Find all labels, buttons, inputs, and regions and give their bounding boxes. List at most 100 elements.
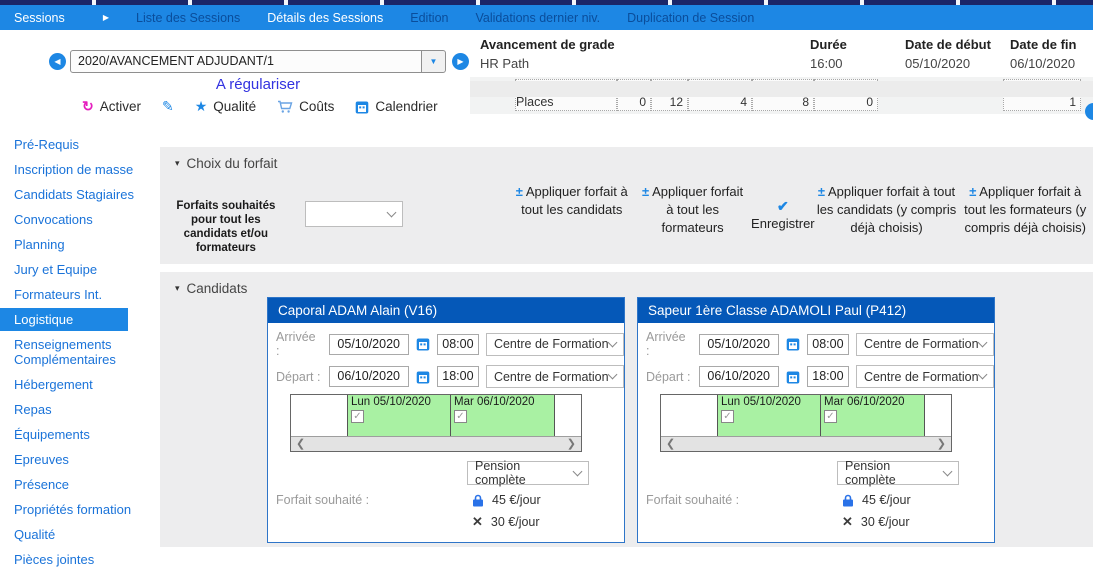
- scroll-right-icon[interactable]: ❯: [566, 437, 576, 450]
- apply-forfait-candidats-button[interactable]: ± Appliquer forfait à tout les candidats: [515, 184, 628, 217]
- datepicker-icon[interactable]: [786, 370, 800, 384]
- formation-title: Avancement de grade: [480, 37, 615, 52]
- candidats-section-header[interactable]: ▾ Candidats: [175, 281, 247, 296]
- sidebar-item-repas[interactable]: Repas: [14, 402, 52, 417]
- sidebar-item-logistique[interactable]: Logistique: [0, 308, 128, 331]
- duree-label: Durée: [810, 37, 847, 52]
- apply-forfait-formateurs-button[interactable]: ± Appliquer forfait à tout les formateur…: [642, 184, 744, 235]
- star-icon: ★: [194, 98, 208, 114]
- enregistrer-button[interactable]: ✔ Enregistrer: [751, 198, 815, 231]
- panel-footer-strip: [470, 81, 1093, 97]
- calendar-scrollbar[interactable]: ❮ ❯: [661, 436, 951, 451]
- apply-forfait-candidats-incl-button[interactable]: ± Appliquer forfait à tout les candidats…: [816, 184, 957, 235]
- sidebar-item-planning[interactable]: Planning: [14, 237, 65, 252]
- chevron-down-icon: [607, 337, 618, 347]
- scroll-left-icon[interactable]: ❮: [666, 437, 676, 450]
- forfait-global-select[interactable]: [304, 201, 404, 227]
- scroll-left-icon[interactable]: ❮: [296, 437, 306, 450]
- previous-session-button[interactable]: ◀: [49, 53, 66, 70]
- apply-icon: ±: [642, 184, 650, 199]
- arrivee-lieu-select[interactable]: Centre de Formation: [485, 332, 624, 356]
- depart-date-field[interactable]: 06/10/2020: [698, 366, 779, 387]
- arrivee-date-field[interactable]: 05/10/2020: [698, 333, 779, 355]
- forfait-section-header[interactable]: ▾ Choix du forfait: [175, 156, 277, 171]
- couts-button[interactable]: Coûts: [277, 99, 334, 114]
- day-checkbox[interactable]: ✓: [721, 410, 734, 423]
- calendrier-label: Calendrier: [375, 99, 438, 114]
- sidebar-item-renseignements-complementaires[interactable]: Renseignements Complémentaires: [14, 337, 116, 367]
- day-checkbox[interactable]: ✓: [824, 410, 837, 423]
- calendrier-button[interactable]: Calendrier: [355, 99, 438, 114]
- sidebar-item-epreuves[interactable]: Epreuves: [14, 452, 69, 467]
- arrivee-time-field[interactable]: 08:00: [806, 333, 849, 355]
- sidebar-item-jury-et-equipe[interactable]: Jury et Equipe: [14, 262, 98, 277]
- menu-details-des-sessions[interactable]: Détails des Sessions: [267, 10, 384, 25]
- depart-time-field[interactable]: 18:00: [806, 366, 849, 387]
- candidats-section: ▾ Candidats Caporal ADAM Alain (V16) Arr…: [160, 272, 1093, 547]
- sidebar-item-hebergement[interactable]: Hébergement: [14, 377, 93, 392]
- edge-info-button[interactable]: [1085, 103, 1093, 120]
- back-icon: ◀: [54, 57, 61, 66]
- formation-subtitle: HR Path: [480, 56, 530, 71]
- depart-time-field[interactable]: 18:00: [436, 366, 479, 387]
- days-calendar: Lun 05/10/2020 ✓ Mar 06/10/2020 ✓ ❮ ❯: [290, 394, 582, 452]
- qualite-button[interactable]: ★ Qualité: [195, 98, 256, 115]
- arrivee-date-field[interactable]: 05/10/2020: [328, 333, 409, 355]
- depart-date-field[interactable]: 06/10/2020: [328, 366, 409, 387]
- scroll-right-icon[interactable]: ❯: [936, 437, 946, 450]
- sidebar-item-qualite[interactable]: Qualité: [14, 527, 56, 542]
- candidate-card: Sapeur 1ère Classe ADAMOLI Paul (P412) A…: [637, 297, 995, 543]
- menu-sessions[interactable]: Sessions ▶: [14, 11, 109, 25]
- collapse-caret-icon: ▾: [175, 283, 180, 293]
- sidebar-item-candidats-stagiaires[interactable]: Candidats Stagiaires: [14, 187, 134, 202]
- forfait-section: ▾ Choix du forfait Forfaits souhaités po…: [160, 147, 1093, 264]
- session-select-dropdown-button[interactable]: ▼: [421, 50, 446, 73]
- arrivee-lieu-select[interactable]: Centre de Formation: [855, 332, 994, 356]
- pension-select[interactable]: Pension complète: [467, 459, 589, 487]
- next-session-button[interactable]: ▶: [452, 53, 469, 70]
- candidate-card: Caporal ADAM Alain (V16) Arrivée : 05/10…: [267, 297, 625, 543]
- calendar-day-cell: Lun 05/10/2020 ✓: [717, 395, 821, 436]
- day-checkbox[interactable]: ✓: [351, 410, 364, 423]
- sidebar-item-formateurs-int[interactable]: Formateurs Int.: [14, 287, 103, 302]
- date-fin-label: Date de fin: [1010, 37, 1077, 52]
- datepicker-icon[interactable]: [416, 337, 430, 351]
- calendar-scrollbar[interactable]: ❮ ❯: [291, 436, 581, 451]
- datepicker-icon[interactable]: [786, 337, 800, 351]
- date-fin-value: 06/10/2020: [1010, 56, 1076, 71]
- menu-duplication-de-session[interactable]: Duplication de Session: [627, 10, 755, 25]
- session-toolbar: ↻ Activer ✎ ★ Qualité Coûts Calendrier: [82, 98, 438, 115]
- calendar-empty-cell: [291, 395, 347, 436]
- apply-forfait-formateurs-incl-button[interactable]: ± Appliquer forfait à tout les formateur…: [964, 184, 1087, 235]
- sidebar-item-inscription-de-masse[interactable]: Inscription de masse: [14, 162, 134, 177]
- checkbox-check-icon: ✓: [723, 411, 732, 422]
- menu-validations-dernier-niv[interactable]: Validations dernier niv.: [475, 10, 601, 25]
- sidebar-item-equipements[interactable]: Équipements: [14, 427, 90, 442]
- session-select[interactable]: 2020/AVANCEMENT ADJUDANT/1: [70, 50, 422, 73]
- sidebar-item-pre-requis[interactable]: Pré-Requis: [14, 137, 80, 152]
- cutlery-icon: ✕: [842, 514, 853, 529]
- chevron-down-icon: [942, 466, 953, 476]
- menu-edition[interactable]: Edition: [410, 10, 449, 25]
- activer-button[interactable]: ↻ Activer: [82, 98, 141, 115]
- date-debut-value: 05/10/2020: [905, 56, 971, 71]
- sidebar-item-proprietes-formation[interactable]: Propriétés formation: [14, 502, 132, 517]
- candidats-section-title: Candidats: [186, 281, 248, 296]
- edit-button[interactable]: ✎: [162, 98, 174, 115]
- sidebar-item-pieces-jointes[interactable]: Pièces jointes: [14, 552, 95, 567]
- arrivee-time-field[interactable]: 08:00: [436, 333, 479, 355]
- candidate-name: Caporal ADAM Alain (V16): [268, 298, 624, 323]
- menu-liste-des-sessions[interactable]: Liste des Sessions: [136, 10, 241, 25]
- sidebar-item-convocations[interactable]: Convocations: [14, 212, 93, 227]
- repas-price-line: ✕ 30 €/jour: [842, 514, 910, 529]
- pencil-icon: ✎: [162, 98, 174, 114]
- datepicker-icon[interactable]: [416, 370, 430, 384]
- forfait-souhaite-label: Forfait souhaité :: [276, 493, 370, 507]
- pension-select[interactable]: Pension complète: [837, 459, 959, 487]
- day-checkbox[interactable]: ✓: [454, 410, 467, 423]
- sidebar-item-presence[interactable]: Présence: [14, 477, 69, 492]
- apply-icon: ±: [969, 184, 977, 199]
- depart-lieu-select[interactable]: Centre de Formation: [485, 365, 624, 388]
- depart-lieu-select[interactable]: Centre de Formation: [855, 365, 994, 388]
- forward-icon: ▶: [457, 57, 464, 66]
